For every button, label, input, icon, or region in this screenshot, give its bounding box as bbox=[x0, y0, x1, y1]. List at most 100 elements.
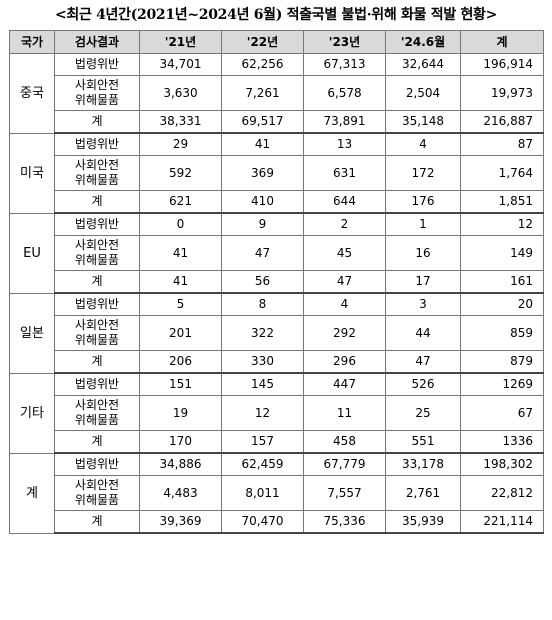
value-cell: 157 bbox=[221, 430, 304, 454]
value-cell: 35,939 bbox=[385, 510, 461, 534]
table-row: 계 170 157 458 551 1336 bbox=[10, 430, 544, 454]
value-cell: 69,517 bbox=[221, 110, 304, 134]
value-cell: 201 bbox=[139, 315, 222, 351]
category-cell: 법령위반 bbox=[54, 452, 140, 476]
value-cell: 38,331 bbox=[139, 110, 222, 134]
col-header-2022: '22년 bbox=[221, 30, 304, 54]
value-cell: 631 bbox=[303, 155, 386, 191]
value-cell: 859 bbox=[460, 315, 544, 351]
category-cell: 법령위반 bbox=[54, 212, 140, 236]
category-cell: 계 bbox=[54, 430, 140, 454]
value-cell: 22,812 bbox=[460, 475, 544, 511]
value-cell: 879 bbox=[460, 350, 544, 374]
value-cell: 410 bbox=[221, 190, 304, 214]
category-cell: 법령위반 bbox=[54, 132, 140, 156]
value-cell: 216,887 bbox=[460, 110, 544, 134]
value-cell: 1,764 bbox=[460, 155, 544, 191]
value-cell: 9 bbox=[221, 212, 304, 236]
value-cell: 87 bbox=[460, 132, 544, 156]
table-row: 미국 법령위반 29 41 13 4 87 bbox=[9, 132, 544, 214]
value-cell: 1269 bbox=[460, 372, 544, 396]
value-cell: 149 bbox=[460, 235, 544, 271]
value-cell: 526 bbox=[385, 372, 461, 396]
country-cell: 일본 bbox=[9, 292, 55, 374]
country-cell: 기타 bbox=[9, 372, 55, 454]
value-cell: 170 bbox=[139, 430, 222, 454]
value-cell: 1,851 bbox=[460, 190, 544, 214]
value-cell: 3 bbox=[385, 292, 461, 316]
table-row: 계 법령위반 34,886 62,459 67,779 33,178 198,302 bbox=[9, 452, 544, 534]
country-cell: EU bbox=[9, 212, 55, 294]
table-row: 계 38,331 69,517 73,891 35,148 216,887 bbox=[10, 110, 544, 134]
value-cell: 458 bbox=[303, 430, 386, 454]
category-cell: 계 bbox=[54, 510, 140, 534]
value-cell: 35,148 bbox=[385, 110, 461, 134]
value-cell: 25 bbox=[385, 395, 461, 431]
country-cell: 미국 bbox=[9, 132, 55, 214]
value-cell: 29 bbox=[139, 132, 222, 156]
value-cell: 644 bbox=[303, 190, 386, 214]
header-row: 국가 검사결과 '21년 '22년 '23년 '24.6월 계 bbox=[9, 30, 544, 54]
value-cell: 322 bbox=[221, 315, 304, 351]
value-cell: 32,644 bbox=[385, 53, 461, 76]
value-cell: 44 bbox=[385, 315, 461, 351]
value-cell: 73,891 bbox=[303, 110, 386, 134]
value-cell: 62,256 bbox=[221, 53, 304, 76]
table-row: 사회안전 위해물품 19 12 11 25 67 bbox=[10, 395, 544, 431]
value-cell: 16 bbox=[385, 235, 461, 271]
table-row: 계 621 410 644 176 1,851 bbox=[10, 190, 544, 214]
value-cell: 176 bbox=[385, 190, 461, 214]
value-cell: 369 bbox=[221, 155, 304, 191]
category-cell: 계 bbox=[54, 190, 140, 214]
country-cell: 계 bbox=[9, 452, 55, 534]
table-row: 계 39,369 70,470 75,336 35,939 221,114 bbox=[10, 510, 544, 534]
category-cell: 사회안전 위해물품 bbox=[54, 395, 140, 431]
value-cell: 8,011 bbox=[221, 475, 304, 511]
value-cell: 17 bbox=[385, 270, 461, 294]
category-cell: 계 bbox=[54, 110, 140, 134]
category-cell: 사회안전 위해물품 bbox=[54, 75, 140, 111]
value-cell: 34,886 bbox=[139, 452, 222, 476]
value-cell: 41 bbox=[139, 235, 222, 271]
value-cell: 41 bbox=[221, 132, 304, 156]
table-row: EU 법령위반 0 9 2 1 12 bbox=[9, 212, 544, 294]
table-row: 중국 법령위반 34,701 62,256 67,313 32,644 196,914 bbox=[9, 53, 544, 134]
value-cell: 56 bbox=[221, 270, 304, 294]
table-row: 사회안전 위해물품 592 369 631 172 1,764 bbox=[10, 155, 544, 191]
value-cell: 4 bbox=[385, 132, 461, 156]
value-cell: 145 bbox=[221, 372, 304, 396]
table-row: 사회안전 위해물품 41 47 45 16 149 bbox=[10, 235, 544, 271]
category-cell: 사회안전 위해물품 bbox=[54, 235, 140, 271]
value-cell: 1336 bbox=[460, 430, 544, 454]
col-header-total: 계 bbox=[460, 30, 544, 54]
value-cell: 19 bbox=[139, 395, 222, 431]
value-cell: 296 bbox=[303, 350, 386, 374]
value-cell: 3,630 bbox=[139, 75, 222, 111]
value-cell: 551 bbox=[385, 430, 461, 454]
value-cell: 41 bbox=[139, 270, 222, 294]
table-row: 계 206 330 296 47 879 bbox=[10, 350, 544, 374]
value-cell: 221,114 bbox=[460, 510, 544, 534]
col-header-2024-6: '24.6월 bbox=[385, 30, 461, 54]
value-cell: 196,914 bbox=[460, 53, 544, 76]
value-cell: 34,701 bbox=[139, 53, 222, 76]
category-cell: 계 bbox=[54, 270, 140, 294]
value-cell: 2,504 bbox=[385, 75, 461, 111]
value-cell: 7,557 bbox=[303, 475, 386, 511]
value-cell: 67 bbox=[460, 395, 544, 431]
value-cell: 62,459 bbox=[221, 452, 304, 476]
table-row: 기타 법령위반 151 145 447 526 1269 bbox=[9, 372, 544, 454]
value-cell: 13 bbox=[303, 132, 386, 156]
inspection-table: 국가 검사결과 '21년 '22년 '23년 '24.6월 계 중국 법령위반 34… bbox=[9, 30, 544, 534]
category-cell: 계 bbox=[54, 350, 140, 374]
value-cell: 2,761 bbox=[385, 475, 461, 511]
value-cell: 47 bbox=[303, 270, 386, 294]
value-cell: 1 bbox=[385, 212, 461, 236]
value-cell: 7,261 bbox=[221, 75, 304, 111]
value-cell: 6,578 bbox=[303, 75, 386, 111]
category-cell: 사회안전 위해물품 bbox=[54, 155, 140, 191]
value-cell: 198,302 bbox=[460, 452, 544, 476]
table-title: <최근 4년간(2021년~2024년 6월) 적출국별 불법·위해 화물 적발… bbox=[54, 7, 498, 23]
value-cell: 75,336 bbox=[303, 510, 386, 534]
value-cell: 11 bbox=[303, 395, 386, 431]
